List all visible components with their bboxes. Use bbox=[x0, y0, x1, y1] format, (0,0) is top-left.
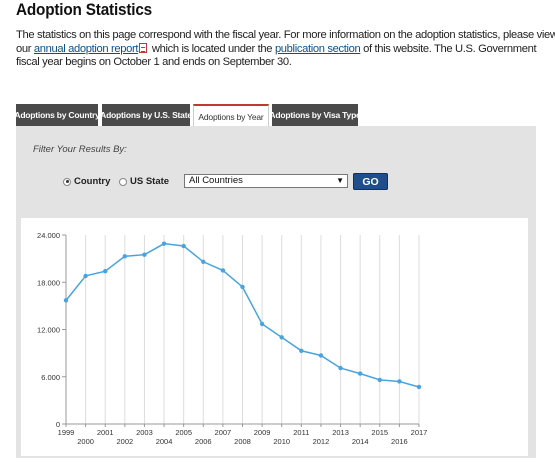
intro-text: The statistics on this page correspond w… bbox=[16, 29, 555, 70]
data-point bbox=[122, 254, 128, 259]
data-point bbox=[63, 298, 69, 303]
data-point bbox=[279, 335, 284, 340]
pdf-icon bbox=[139, 42, 148, 53]
y-tick-label: 18.000 bbox=[37, 278, 60, 287]
data-point bbox=[259, 321, 265, 327]
tab-by-visa-type[interactable]: Adoptions by Visa Type bbox=[269, 104, 361, 126]
x-tick-label: 2006 bbox=[195, 437, 212, 446]
annual-report-link[interactable]: annual adoption report bbox=[33, 42, 139, 55]
radio-us-state[interactable] bbox=[119, 177, 127, 186]
data-point bbox=[103, 269, 108, 274]
x-tick-label: 2015 bbox=[371, 428, 388, 437]
page-title: Adoption Statistics bbox=[16, 0, 152, 19]
y-tick-label: 12.000 bbox=[37, 326, 60, 335]
x-tick-label: 2001 bbox=[97, 428, 114, 437]
intro-text-part: The statistics on this page correspond w… bbox=[16, 29, 555, 55]
x-tick-label: 2012 bbox=[313, 437, 330, 446]
x-tick-label: 2005 bbox=[175, 428, 192, 437]
tab-by-year[interactable]: Adoptions by Year bbox=[193, 104, 269, 127]
x-tick-label: 2013 bbox=[332, 428, 349, 437]
filter-label: Filter Your Results By: bbox=[33, 144, 127, 155]
country-select[interactable]: All Countries ▼ bbox=[184, 174, 348, 188]
data-point bbox=[377, 377, 382, 383]
y-tick-label: 24.000 bbox=[37, 231, 60, 240]
data-point bbox=[318, 353, 324, 358]
chevron-down-icon: ▼ bbox=[336, 176, 344, 185]
x-tick-label: 2008 bbox=[234, 437, 251, 446]
intro-text-part: which is located under the bbox=[149, 42, 275, 55]
go-button[interactable]: GO bbox=[353, 173, 388, 190]
publication-section-link[interactable]: publication section bbox=[274, 42, 361, 55]
x-tick-label: 2002 bbox=[116, 437, 133, 446]
data-point bbox=[181, 243, 186, 249]
x-tick-label: 2000 bbox=[77, 437, 94, 446]
tab-by-country[interactable]: Adoptions by Country bbox=[14, 104, 100, 126]
tab-by-us-state[interactable]: Adoptions by U.S. State bbox=[100, 104, 192, 126]
x-tick-label: 2010 bbox=[273, 437, 290, 446]
radio-country-label: Country bbox=[74, 176, 111, 187]
chart-area: 0 6.000 12.000 18.000 24.000 1999 2000 2001 2002… bbox=[21, 218, 528, 456]
data-point bbox=[299, 348, 304, 353]
x-tick-label: 2016 bbox=[391, 437, 408, 446]
data-point bbox=[142, 252, 147, 257]
results-panel: Filter Your Results By: Country US State… bbox=[16, 126, 536, 458]
data-point bbox=[357, 371, 363, 376]
x-tick-label: 2011 bbox=[293, 428, 309, 437]
data-point bbox=[416, 384, 422, 390]
x-tick-label: 1999 bbox=[58, 428, 75, 437]
data-point bbox=[161, 241, 167, 246]
country-select-value: All Countries bbox=[189, 175, 243, 186]
x-tick-label: 2009 bbox=[254, 428, 271, 437]
radio-us-state-option[interactable]: US State bbox=[119, 176, 169, 187]
radio-country[interactable] bbox=[63, 177, 71, 186]
x-tick-label: 2014 bbox=[352, 437, 369, 446]
data-point bbox=[83, 273, 88, 279]
x-tick-label: 2003 bbox=[136, 428, 153, 437]
data-point bbox=[338, 365, 343, 371]
intro-text-part: of this website. The U.S. Government fis… bbox=[16, 42, 537, 69]
data-point bbox=[201, 259, 206, 264]
data-point bbox=[220, 268, 226, 273]
data-point bbox=[240, 284, 245, 290]
y-tick-label: 0 bbox=[56, 420, 60, 429]
x-tick-label: 2007 bbox=[215, 428, 232, 437]
y-tick-label: 6.000 bbox=[41, 373, 60, 382]
radio-us-state-label: US State bbox=[130, 176, 170, 187]
x-tick-label: 2017 bbox=[411, 428, 428, 437]
adoptions-line-chart: 0 6.000 12.000 18.000 24.000 1999200020012002… bbox=[37, 231, 428, 446]
radio-country-option[interactable]: Country bbox=[63, 176, 110, 187]
data-point bbox=[397, 379, 402, 384]
x-tick-label: 2004 bbox=[156, 437, 173, 446]
